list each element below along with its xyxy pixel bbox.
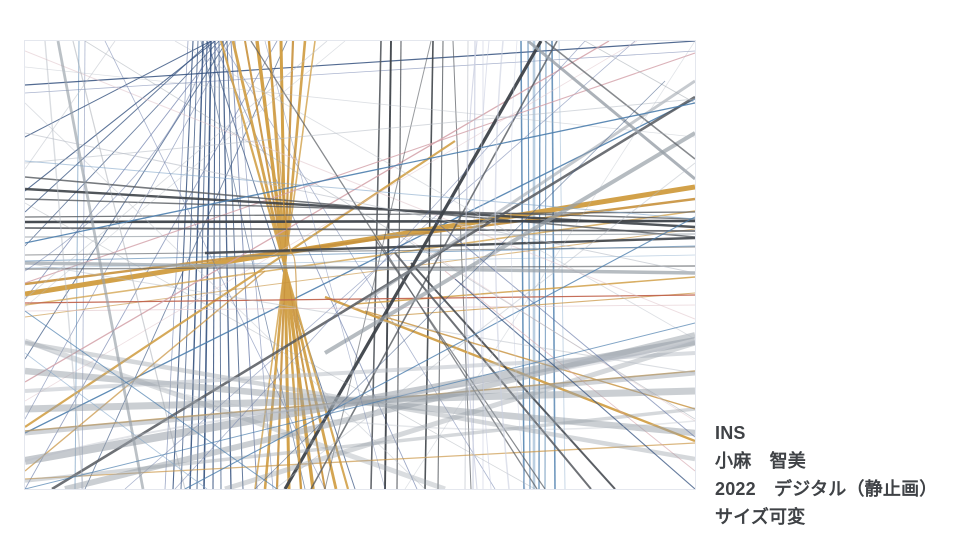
artwork-image [25,41,695,489]
caption: INS 小麻 智美 2022 デジタル（静止画） サイズ可変 [715,419,937,531]
artwork-frame [24,40,696,490]
year-medium: 2022 デジタル（静止画） [715,479,938,499]
size-note: サイズ可変 [715,507,806,527]
artist-name: 小麻 智美 [715,451,806,471]
artwork-title: INS [715,423,746,443]
